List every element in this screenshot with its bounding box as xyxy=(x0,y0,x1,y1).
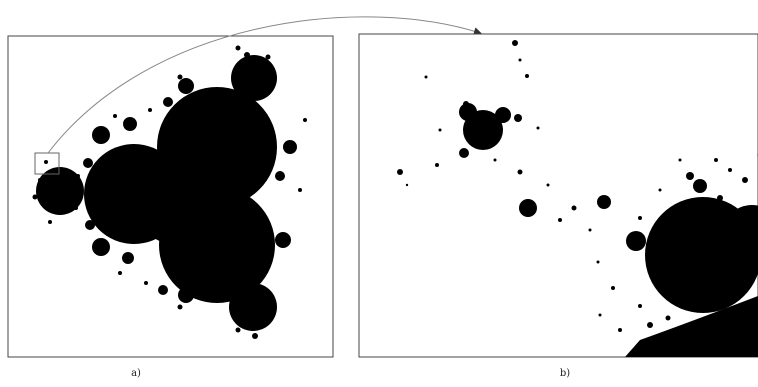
fractal-b xyxy=(397,40,758,357)
panel-a-caption: a) xyxy=(131,368,141,379)
fractal-a xyxy=(32,45,307,339)
panel-b-caption: b) xyxy=(559,368,571,379)
panel-a xyxy=(7,35,334,358)
zoom-connector-arrow xyxy=(47,16,482,154)
panel-b xyxy=(358,33,758,358)
zoom-selection-box xyxy=(34,152,60,175)
